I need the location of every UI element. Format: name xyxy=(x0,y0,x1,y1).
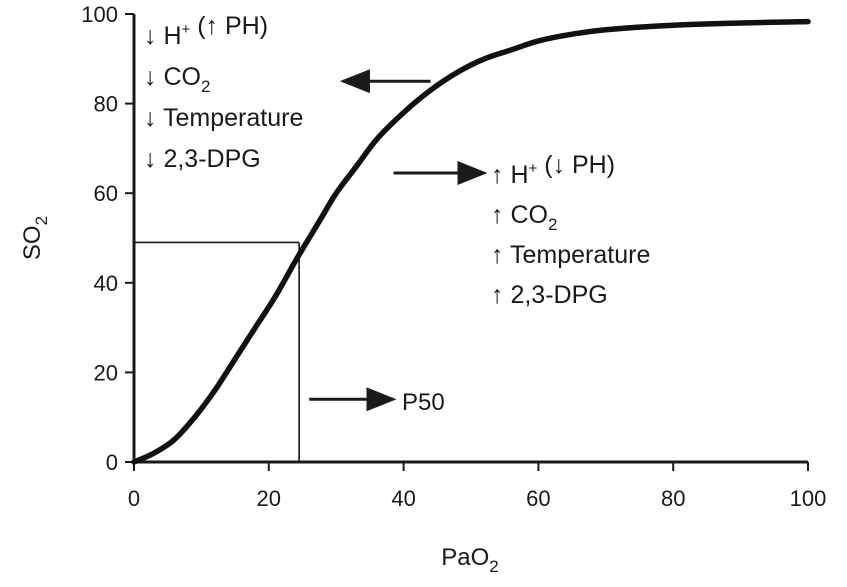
y-tick-label: 60 xyxy=(94,181,118,206)
left-shift-annotation: ↓ H+ (↑ PH) ↓ CO2 ↓ Temperature ↓ 2,3-DPG xyxy=(144,12,303,173)
annotation-line: ↑ CO2 xyxy=(491,201,557,234)
x-tick-label: 100 xyxy=(790,486,827,511)
annotation-line: ↓ 2,3-DPG xyxy=(144,145,261,173)
arrow-glyph: ↑ xyxy=(491,201,504,229)
x-axis-label: PaO2 xyxy=(441,544,499,576)
y-tick-label: 80 xyxy=(94,92,118,117)
dissociation-curve xyxy=(131,18,811,465)
x-tick-label: 60 xyxy=(526,486,550,511)
x-tick-label: 20 xyxy=(257,486,281,511)
annotation-arrows xyxy=(309,69,488,412)
arrow-glyph: ↑ xyxy=(491,281,504,309)
annotation-line: ↑ 2,3-DPG xyxy=(491,281,608,309)
annotation-line: ↓ H+ (↑ PH) xyxy=(144,12,268,50)
series xyxy=(131,18,811,465)
axes xyxy=(132,14,808,464)
x-tick-label: 80 xyxy=(661,486,685,511)
arrow-glyph: ↓ xyxy=(144,104,157,132)
y-tick-label: 100 xyxy=(81,2,118,27)
arrow-glyph: ↓ xyxy=(144,63,157,91)
y-tick-label: 0 xyxy=(106,450,118,475)
y-tick-label: 40 xyxy=(94,271,118,296)
p50-guides xyxy=(134,241,300,462)
x-tick-label: 0 xyxy=(128,486,140,511)
annotation-line: ↓ Temperature xyxy=(144,104,303,132)
x-tick-label: 40 xyxy=(391,486,415,511)
y-tick-label: 20 xyxy=(94,360,118,385)
arrow-glyph: ↓ xyxy=(144,22,157,50)
y-axis-label: SO2 xyxy=(19,216,51,260)
annotation-line: ↑ H+ (↓ PH) xyxy=(491,151,615,189)
annotation-line: ↓ CO2 xyxy=(144,63,210,96)
arrow-glyph: ↓ xyxy=(144,145,157,173)
p50-label: P50 xyxy=(402,389,445,416)
annotation-line: ↑ Temperature xyxy=(491,241,650,269)
arrow-glyph: ↑ xyxy=(491,161,504,189)
ticks: 0 20 40 60 80 100 0 20 40 60 80 100 xyxy=(81,2,826,511)
arrow-glyph: ↑ xyxy=(491,241,504,269)
right-shift-annotation: ↑ H+ (↓ PH) ↑ CO2 ↑ Temperature ↑ 2,3-DPG xyxy=(491,151,650,309)
